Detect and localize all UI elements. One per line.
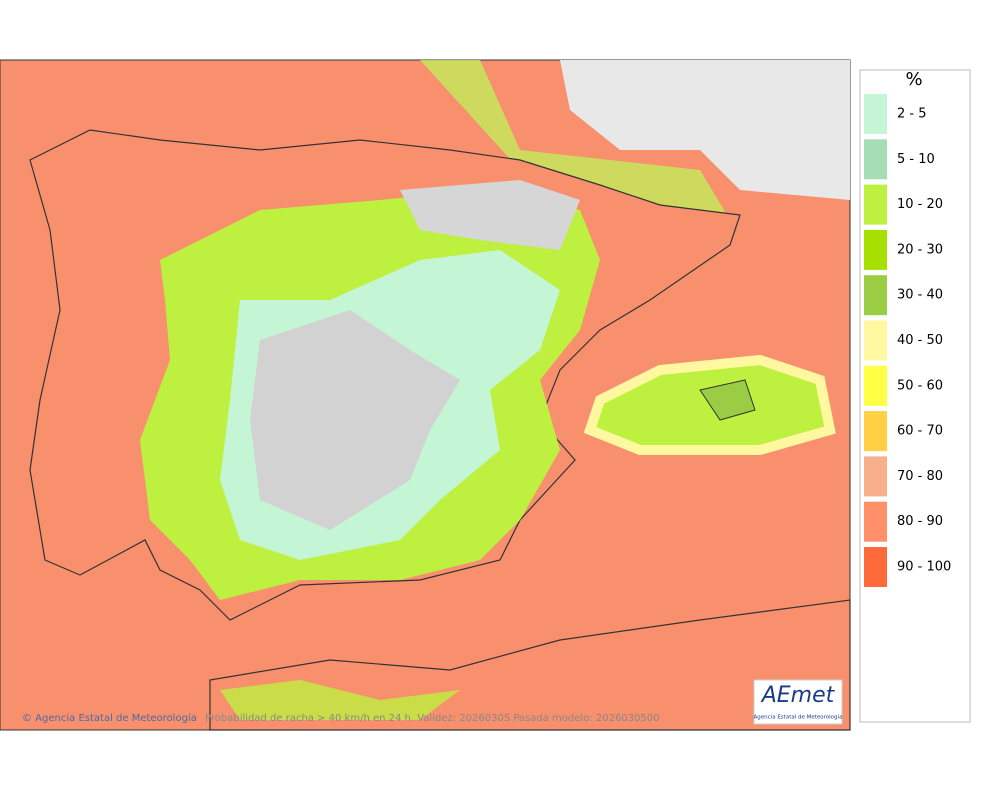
legend-swatch — [864, 547, 887, 587]
legend-label: 80 - 90 — [897, 514, 943, 529]
legend-swatch — [864, 184, 887, 225]
footer-caption: Probabilidad de racha > 40 km/h en 24 h.… — [205, 713, 659, 724]
legend-swatch — [864, 320, 887, 361]
legend-swatch — [864, 229, 887, 270]
france-south-zone — [420, 60, 730, 220]
logo-box — [753, 679, 843, 725]
legend-label: 30 - 40 — [897, 288, 943, 303]
legend-swatch — [864, 365, 887, 406]
ebro-relief — [400, 180, 580, 250]
footer-credit: © Agencia Estatal de Meteorología — [22, 712, 197, 724]
legend-label: 40 - 50 — [897, 333, 943, 348]
legend-label: 70 - 80 — [897, 469, 943, 484]
legend-swatch — [864, 139, 887, 180]
france-region — [480, 60, 850, 200]
legend-label: 60 - 70 — [897, 424, 943, 439]
low-prob-relief — [250, 310, 460, 530]
logo-name: AEmet — [760, 683, 836, 708]
legend-label: 10 - 20 — [897, 197, 943, 212]
africa-zone — [220, 680, 460, 720]
legend-box — [859, 69, 971, 723]
legend-label: 20 - 30 — [897, 242, 943, 257]
legend-swatch — [864, 501, 887, 542]
legend-items: 2 - 5 5 - 10 10 - 20 20 - 30 30 - 40 40 - 50 5… — [864, 94, 951, 587]
legend-label: 5 - 10 — [897, 152, 935, 167]
legend-swatch — [864, 456, 887, 497]
legend-swatch — [864, 94, 887, 134]
legend-swatch — [864, 275, 887, 316]
legend-label: 90 - 100 — [897, 560, 951, 575]
legend-swatch — [864, 411, 887, 452]
logo-subtitle: Agencia Estatal de Meteorología — [754, 714, 843, 721]
legend-label: 50 - 60 — [897, 378, 943, 393]
legend-label: 2 - 5 — [897, 107, 927, 122]
legend-title: % — [905, 69, 922, 90]
mallorca — [699, 379, 756, 421]
